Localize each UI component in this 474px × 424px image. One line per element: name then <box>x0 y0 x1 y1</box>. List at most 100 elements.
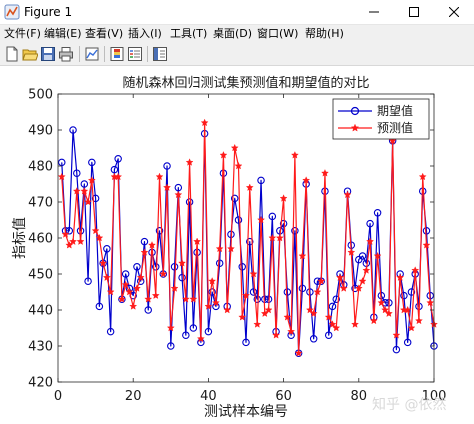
data-point <box>106 327 115 336</box>
data-point <box>294 349 303 357</box>
data-point <box>152 263 160 271</box>
maximize-button[interactable] <box>394 0 434 24</box>
data-point <box>253 320 262 328</box>
data-point <box>208 288 216 296</box>
y-tick-label: 490 <box>28 124 53 139</box>
data-point <box>290 151 299 159</box>
menu-desktop[interactable]: 桌面(D) <box>213 27 253 40</box>
data-point <box>65 227 74 235</box>
data-point <box>121 280 130 289</box>
data-point <box>151 291 160 299</box>
data-point <box>193 237 202 245</box>
legend-label-predicted: 预测值 <box>377 120 413 135</box>
data-point <box>426 298 435 307</box>
data-point <box>324 313 333 321</box>
open-file-icon[interactable] <box>22 46 38 62</box>
y-tick-label: 430 <box>28 340 53 355</box>
data-point <box>155 172 164 181</box>
data-point <box>343 190 352 199</box>
data-point <box>215 259 224 267</box>
data-point <box>358 277 367 285</box>
data-point <box>238 263 246 271</box>
data-point <box>332 295 340 303</box>
data-point <box>102 273 111 281</box>
print-icon[interactable] <box>58 46 74 62</box>
data-point <box>403 305 412 314</box>
insert-colorbar-icon[interactable] <box>109 46 125 62</box>
data-point <box>268 212 277 221</box>
close-icon <box>449 7 459 17</box>
insert-legend-icon[interactable] <box>127 46 143 62</box>
data-point <box>230 194 239 203</box>
data-point <box>178 259 186 267</box>
data-point <box>242 291 250 299</box>
data-point <box>313 287 322 296</box>
data-point <box>415 316 423 325</box>
data-point <box>133 284 141 292</box>
data-point <box>309 335 318 343</box>
data-point <box>339 284 348 292</box>
watermark-text: 知乎 @依然 <box>372 397 447 413</box>
data-point <box>369 316 378 325</box>
data-point <box>351 320 359 328</box>
close-button[interactable] <box>434 0 474 24</box>
data-point <box>403 338 412 347</box>
data-point <box>227 244 235 253</box>
toolbar <box>0 43 474 66</box>
data-point <box>103 245 111 253</box>
data-point <box>118 295 126 303</box>
data-point <box>332 323 341 332</box>
y-tick-label: 470 <box>28 196 53 211</box>
series-line <box>61 122 435 354</box>
data-point <box>73 169 81 177</box>
new-figure-icon[interactable] <box>4 46 20 62</box>
data-point <box>87 176 96 184</box>
legend-box <box>332 98 430 140</box>
x-tick-label: 100 <box>422 389 447 404</box>
data-point <box>249 288 258 296</box>
data-point <box>283 313 292 321</box>
menu-file[interactable]: 文件(F) <box>4 27 41 40</box>
menu-window[interactable]: 窗口(W) <box>257 27 299 40</box>
menu-tools[interactable]: 工具(T) <box>170 27 208 40</box>
data-point <box>253 295 262 303</box>
data-point <box>212 298 220 307</box>
data-point <box>306 305 314 314</box>
data-point <box>182 331 190 339</box>
menu-view[interactable]: 查看(V) <box>85 27 124 40</box>
save-icon[interactable] <box>40 46 56 62</box>
data-point <box>219 151 228 159</box>
legend[interactable]: 期望值 预测值 <box>332 98 430 140</box>
data-point <box>272 331 280 339</box>
data-point <box>174 190 183 199</box>
data-point <box>170 263 179 271</box>
data-point <box>302 176 311 184</box>
menu-help[interactable]: 帮助(H) <box>305 27 344 40</box>
y-tick-label: 450 <box>28 268 53 283</box>
data-point <box>121 270 130 278</box>
toolbar-separator <box>104 46 105 62</box>
link-plot-icon[interactable] <box>84 46 100 62</box>
menu-insert[interactable]: 插入(I) <box>128 27 162 40</box>
x-tick-label: 40 <box>200 389 217 404</box>
data-point <box>136 273 145 281</box>
data-point <box>170 284 179 292</box>
data-point <box>279 219 288 228</box>
x-tick-label: 0 <box>54 389 62 404</box>
minimize-button[interactable] <box>354 0 394 24</box>
data-point <box>238 313 247 321</box>
data-point <box>407 288 416 296</box>
menu-edit[interactable]: 编辑(E) <box>44 27 82 40</box>
data-point <box>80 187 89 195</box>
data-point <box>155 227 164 235</box>
data-point <box>114 172 123 181</box>
data-point <box>388 136 397 145</box>
property-editor-icon[interactable] <box>152 46 168 62</box>
y-tick-label: 500 <box>28 88 53 103</box>
series-predicted <box>57 118 438 357</box>
data-point <box>140 237 149 246</box>
title-bar[interactable]: Figure 1 <box>0 0 474 25</box>
data-point <box>61 230 70 238</box>
data-point <box>400 291 408 300</box>
